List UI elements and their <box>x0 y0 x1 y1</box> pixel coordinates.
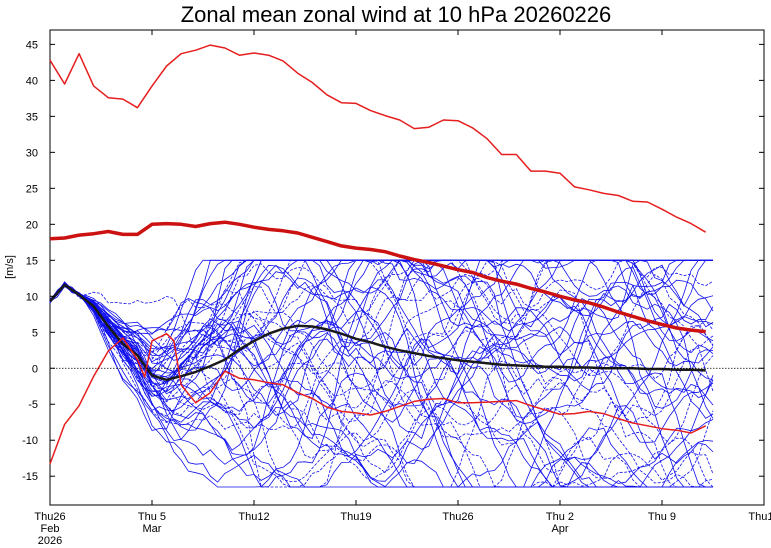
x-tick-year: 2026 <box>38 535 62 547</box>
y-tick-label: 30 <box>26 147 38 159</box>
x-tick-label: Thu16 <box>748 511 771 523</box>
y-tick-label: 15 <box>26 255 38 267</box>
chart-title: Zonal mean zonal wind at 10 hPa 20260226 <box>181 2 612 27</box>
y-tick-label: 25 <box>26 183 38 195</box>
x-tick-label: Thu 5 <box>138 511 166 523</box>
y-tick-label: -15 <box>22 471 38 483</box>
y-axis-label: [m/s] <box>4 255 16 279</box>
x-tick-label: Thu26 <box>442 511 473 523</box>
chart-background <box>0 0 771 548</box>
y-tick-label: 0 <box>32 363 38 375</box>
x-tick-label: Thu19 <box>340 511 371 523</box>
x-tick-label: Thu 2 <box>546 511 574 523</box>
y-tick-label: 45 <box>26 39 38 51</box>
chart: Zonal mean zonal wind at 10 hPa 20260226… <box>0 0 771 548</box>
x-tick-month: Apr <box>551 523 568 535</box>
y-tick-label: 20 <box>26 219 38 231</box>
x-tick-label: Thu12 <box>238 511 269 523</box>
x-tick-month: Feb <box>41 523 60 535</box>
y-tick-label: 40 <box>26 75 38 87</box>
x-tick-label: Thu26 <box>34 511 65 523</box>
y-tick-label: 35 <box>26 111 38 123</box>
x-tick-label: Thu 9 <box>648 511 676 523</box>
y-tick-label: 10 <box>26 291 38 303</box>
y-tick-label: -5 <box>28 399 38 411</box>
y-tick-label: -10 <box>22 435 38 447</box>
x-tick-month: Mar <box>143 523 162 535</box>
y-tick-label: 5 <box>32 327 38 339</box>
